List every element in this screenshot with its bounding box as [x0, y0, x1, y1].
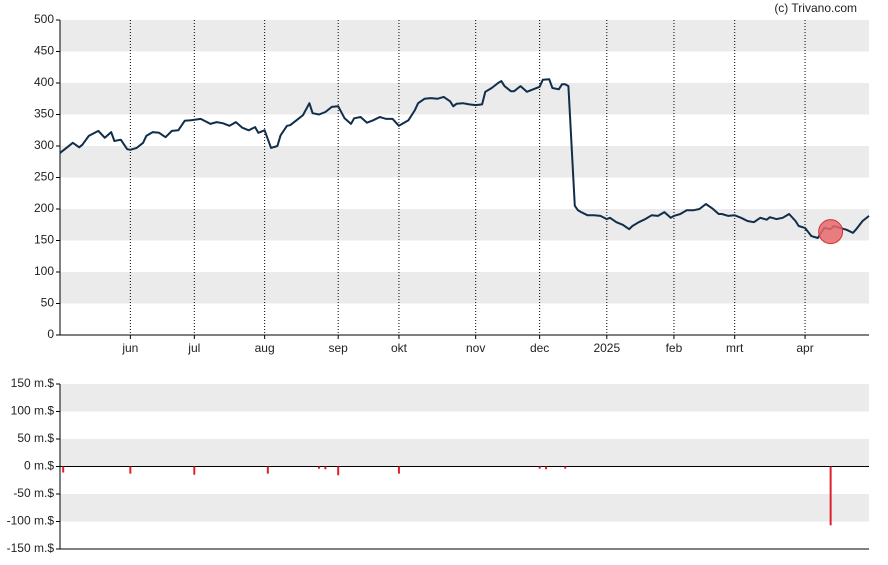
bar	[129, 466, 132, 474]
bar	[62, 466, 65, 473]
y-tick-label: 100 m.$	[11, 404, 55, 418]
y-tick-label: 200	[34, 201, 54, 215]
y-tick-label: -150 m.$	[7, 541, 55, 555]
grid-band	[60, 494, 869, 522]
x-tick-label: 2025	[593, 341, 620, 355]
x-tick-label: apr	[796, 341, 813, 355]
y-tick-label: 0	[47, 327, 54, 341]
bar	[564, 466, 567, 469]
y-tick-label: 350	[34, 107, 54, 121]
grid-band	[60, 83, 869, 115]
y-tick-label: 150 m.$	[11, 376, 55, 390]
bar	[266, 466, 269, 474]
x-tick-label: jun	[121, 341, 138, 355]
bar	[337, 466, 340, 476]
y-tick-label: 450	[34, 44, 54, 58]
grid-band	[60, 439, 869, 467]
x-tick-label: aug	[255, 341, 275, 355]
x-tick-label: feb	[666, 341, 683, 355]
y-tick-label: 100	[34, 264, 54, 278]
grid-band	[60, 272, 869, 304]
bar	[324, 466, 327, 470]
bar	[193, 466, 196, 475]
y-tick-label: -50 m.$	[13, 486, 54, 500]
grid-band	[60, 384, 869, 412]
highlight-marker	[818, 219, 844, 245]
y-tick-label: 150	[34, 233, 54, 247]
y-tick-label: -100 m.$	[7, 514, 55, 528]
x-tick-label: mrt	[726, 341, 744, 355]
bar	[538, 466, 541, 469]
y-tick-label: 250	[34, 170, 54, 184]
y-tick-label: 500	[34, 12, 54, 26]
grid-band	[60, 209, 869, 241]
bar	[545, 466, 548, 470]
source-credit: (c) Trivano.com	[774, 1, 857, 15]
y-tick-label: 400	[34, 75, 54, 89]
y-tick-label: 0 m.$	[24, 459, 54, 473]
grid-band	[60, 20, 869, 52]
bar	[318, 466, 321, 469]
grid-band	[60, 146, 869, 178]
x-tick-label: sep	[329, 341, 349, 355]
bar	[829, 466, 832, 526]
x-tick-label: okt	[391, 341, 408, 355]
x-tick-label: jul	[187, 341, 200, 355]
y-tick-label: 300	[34, 138, 54, 152]
y-tick-label: 50	[41, 296, 55, 310]
y-tick-label: 50 m.$	[17, 431, 54, 445]
x-tick-label: nov	[466, 341, 485, 355]
price-line	[59, 78, 870, 239]
bar	[397, 466, 400, 474]
x-tick-label: dec	[530, 341, 549, 355]
